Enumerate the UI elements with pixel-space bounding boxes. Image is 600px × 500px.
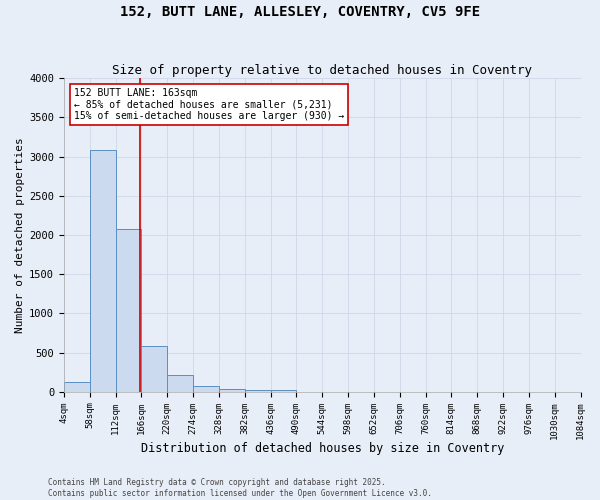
Bar [245,390,271,392]
Bar [142,346,167,392]
Bar [193,386,219,392]
Bar [167,376,193,392]
Bar [90,150,116,392]
Bar [116,228,142,392]
Text: 152, BUTT LANE, ALLESLEY, COVENTRY, CV5 9FE: 152, BUTT LANE, ALLESLEY, COVENTRY, CV5 … [120,5,480,19]
Bar [271,390,296,392]
Text: Contains HM Land Registry data © Crown copyright and database right 2025.
Contai: Contains HM Land Registry data © Crown c… [48,478,432,498]
Title: Size of property relative to detached houses in Coventry: Size of property relative to detached ho… [112,64,532,77]
Bar [64,382,90,392]
X-axis label: Distribution of detached houses by size in Coventry: Distribution of detached houses by size … [140,442,504,455]
Text: 152 BUTT LANE: 163sqm
← 85% of detached houses are smaller (5,231)
15% of semi-d: 152 BUTT LANE: 163sqm ← 85% of detached … [74,88,344,121]
Y-axis label: Number of detached properties: Number of detached properties [15,137,25,333]
Bar [219,388,245,392]
